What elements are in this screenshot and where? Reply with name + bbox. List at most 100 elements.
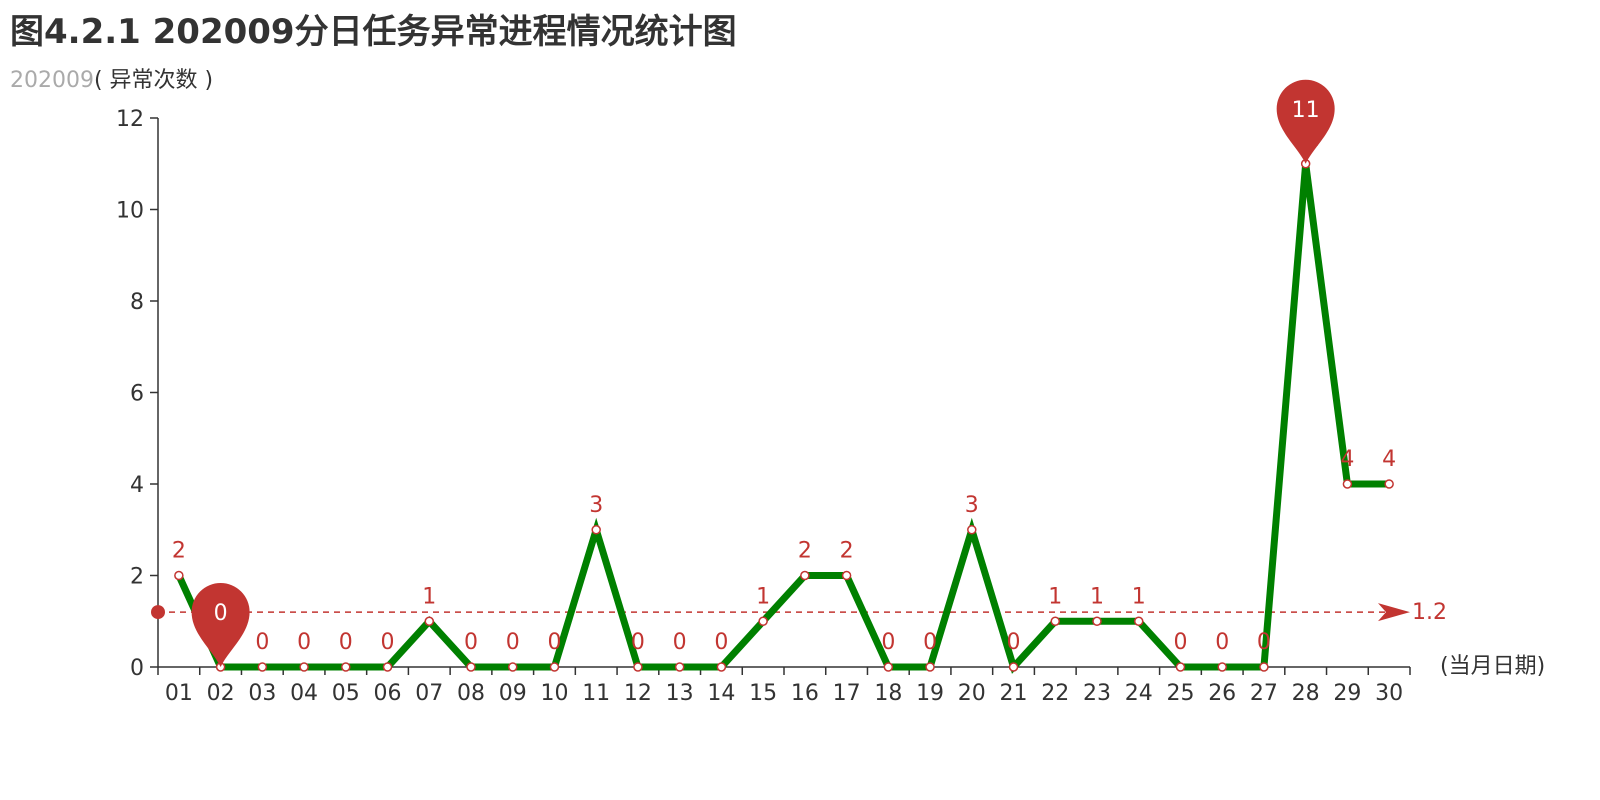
data-point bbox=[674, 662, 685, 672]
x-tick-label: 30 bbox=[1375, 681, 1403, 706]
x-tick-label: 16 bbox=[791, 681, 819, 706]
data-label: 0 bbox=[1257, 630, 1271, 655]
y-tick-label: 6 bbox=[130, 382, 144, 407]
x-tick-label: 10 bbox=[540, 681, 568, 706]
data-label: 0 bbox=[881, 630, 895, 655]
data-label: 4 bbox=[1340, 447, 1354, 472]
x-tick-label: 23 bbox=[1083, 681, 1111, 706]
x-tick-label: 01 bbox=[165, 681, 193, 706]
data-label: 1 bbox=[1048, 584, 1062, 609]
data-point bbox=[549, 662, 560, 672]
data-label: 0 bbox=[673, 630, 687, 655]
data-label: 0 bbox=[923, 630, 937, 655]
y-tick-label: 4 bbox=[130, 473, 144, 498]
x-tick-label: 11 bbox=[582, 681, 610, 706]
x-tick-label: 21 bbox=[1000, 681, 1028, 706]
data-label: 0 bbox=[339, 630, 353, 655]
data-point bbox=[1259, 662, 1269, 672]
data-label: 0 bbox=[297, 630, 311, 655]
x-tick-label: 24 bbox=[1125, 681, 1153, 706]
data-point bbox=[1175, 662, 1186, 672]
data-label: 0 bbox=[714, 630, 728, 655]
average-line-arrow bbox=[1378, 603, 1410, 622]
data-label: 0 bbox=[1215, 630, 1229, 655]
x-tick-label: 18 bbox=[874, 681, 902, 706]
x-tick-label: 08 bbox=[457, 681, 485, 706]
y-tick-label: 2 bbox=[130, 565, 144, 590]
data-point bbox=[382, 662, 393, 672]
data-point bbox=[466, 662, 476, 672]
data-point bbox=[1092, 616, 1102, 626]
data-point bbox=[716, 662, 727, 672]
data-point bbox=[424, 616, 435, 626]
x-tick-label: 03 bbox=[248, 681, 276, 706]
data-label: 4 bbox=[1382, 447, 1396, 472]
data-label: 0 bbox=[255, 630, 269, 655]
data-label: 1 bbox=[1090, 584, 1104, 609]
data-label: 0 bbox=[464, 630, 478, 655]
data-point bbox=[967, 525, 977, 535]
data-point bbox=[174, 570, 184, 581]
data-point bbox=[1342, 479, 1353, 489]
data-point bbox=[925, 662, 935, 672]
data-point bbox=[633, 662, 643, 672]
data-point bbox=[591, 525, 601, 535]
x-tick-label: 20 bbox=[958, 681, 986, 706]
series-line bbox=[175, 163, 1390, 674]
data-point bbox=[841, 570, 852, 581]
chart-title: 图4.2.1 202009分日任务异常进程情况统计图 bbox=[10, 12, 737, 52]
data-label: 0 bbox=[1007, 630, 1021, 655]
data-point bbox=[341, 662, 351, 672]
x-tick-label: 15 bbox=[749, 681, 777, 706]
x-tick-label: 13 bbox=[666, 681, 694, 706]
data-point bbox=[1050, 616, 1061, 626]
data-label: 2 bbox=[172, 539, 186, 564]
data-point bbox=[800, 570, 810, 581]
mark-point-pin-min bbox=[191, 582, 250, 667]
data-label: 1 bbox=[756, 584, 770, 609]
x-tick-label: 05 bbox=[332, 681, 360, 706]
x-tick-label: 17 bbox=[833, 681, 861, 706]
data-label: 3 bbox=[965, 493, 979, 518]
x-tick-label: 25 bbox=[1166, 681, 1194, 706]
data-label: 2 bbox=[798, 539, 812, 564]
subtitle-series-name: 202009 bbox=[10, 68, 94, 93]
data-point bbox=[507, 662, 518, 672]
y-tick-label: 10 bbox=[116, 199, 144, 224]
data-label: 0 bbox=[381, 630, 395, 655]
x-tick-label: 26 bbox=[1208, 681, 1236, 706]
x-tick-label: 19 bbox=[916, 681, 944, 706]
x-axis-name: (当月日期) bbox=[1440, 654, 1545, 679]
data-label: 2 bbox=[840, 539, 854, 564]
x-tick-label: 14 bbox=[707, 681, 735, 706]
x-tick-label: 06 bbox=[374, 681, 402, 706]
data-point bbox=[1133, 616, 1144, 626]
x-tick-label: 02 bbox=[207, 681, 235, 706]
data-point bbox=[1217, 662, 1227, 672]
mark-point-pin-max bbox=[1276, 79, 1335, 164]
x-tick-label: 28 bbox=[1292, 681, 1320, 706]
data-label: 1 bbox=[422, 584, 436, 609]
x-tick-label: 22 bbox=[1041, 681, 1069, 706]
x-tick-label: 09 bbox=[499, 681, 527, 706]
x-tick-label: 12 bbox=[624, 681, 652, 706]
data-point bbox=[758, 616, 768, 626]
data-label: 0 bbox=[1173, 630, 1187, 655]
mark-point-label-max: 11 bbox=[1292, 98, 1320, 123]
subtitle-unit: ( 异常次数 ) bbox=[93, 68, 214, 93]
x-tick-label: 07 bbox=[415, 681, 443, 706]
data-label: 0 bbox=[506, 630, 520, 655]
y-tick-label: 0 bbox=[130, 656, 144, 681]
chart-subtitle: 202009( 异常次数 ) bbox=[10, 62, 213, 94]
data-point bbox=[299, 662, 309, 672]
y-tick-label: 8 bbox=[130, 290, 144, 315]
data-label: 1 bbox=[1132, 584, 1146, 609]
mark-point-label-min: 0 bbox=[214, 601, 228, 626]
x-tick-label: 29 bbox=[1333, 681, 1361, 706]
data-label: 3 bbox=[589, 493, 603, 518]
data-point bbox=[883, 662, 894, 672]
data-label: 0 bbox=[631, 630, 645, 655]
average-line-label: 1.2 bbox=[1412, 600, 1447, 625]
